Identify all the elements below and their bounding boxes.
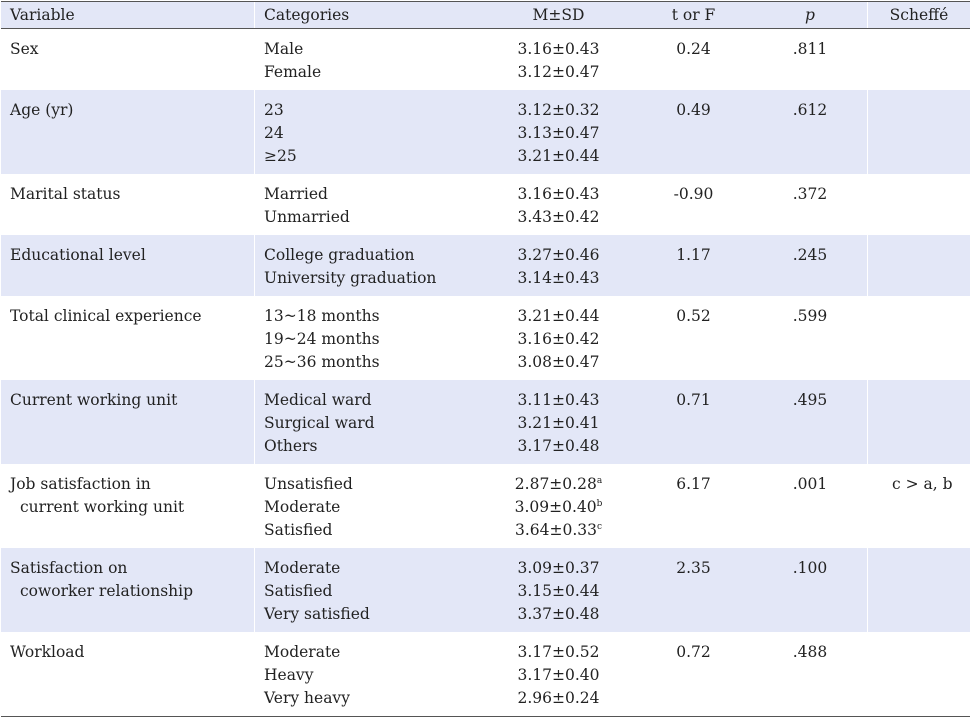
cell-p: .001 xyxy=(792,475,828,493)
cell-variable: Workload xyxy=(10,643,85,661)
cell-p: .612 xyxy=(792,101,828,119)
cell-variable: Age (yr) xyxy=(10,101,74,119)
cell-categories: 13~18 months 19~24 months 25~36 months xyxy=(264,307,380,371)
cell-categories: Medical ward Surgical ward Others xyxy=(264,391,375,455)
header-t-or-f: t or F xyxy=(671,6,716,24)
table-row: Sex Male Female 3.16±0.43 3.12±0.47 0.24 .811 xyxy=(1,29,970,90)
cell-variable: Total clinical experience xyxy=(10,307,202,325)
cell-variable: Satisfaction on coworker relationship xyxy=(10,559,194,600)
cell-msd: 3.09±0.37 3.15±0.44 3.37±0.48 xyxy=(517,559,600,623)
cell-scheffe: c > a, b xyxy=(892,475,953,493)
cell-t-or-f: 0.72 xyxy=(676,643,711,661)
cell-t-or-f: 0.49 xyxy=(676,101,711,119)
cell-p: .372 xyxy=(792,185,828,203)
cell-t-or-f: 2.35 xyxy=(676,559,711,577)
table-row: Age (yr) 23 24 ≥25 3.12±0.32 3.13±0.47 3.21±0.… xyxy=(1,90,970,174)
cell-t-or-f: 6.17 xyxy=(676,475,711,493)
cell-msd: 3.27±0.46 3.14±0.43 xyxy=(517,246,600,287)
table-row: Educational level College graduation Unive… xyxy=(1,235,970,296)
table-row: Job satisfaction in current working unit U… xyxy=(1,464,970,548)
cell-variable: Educational level xyxy=(10,246,146,264)
cell-categories: Moderate Heavy Very heavy xyxy=(264,643,350,707)
cell-t-or-f: 0.71 xyxy=(676,391,711,409)
cell-msd: 3.17±0.52 3.17±0.40 2.96±0.24 xyxy=(517,643,600,707)
cell-variable: Current working unit xyxy=(10,391,178,409)
cell-t-or-f: 0.24 xyxy=(676,40,711,58)
cell-p: .100 xyxy=(792,559,828,577)
header-variable: Variable xyxy=(10,6,75,24)
cell-categories: 23 24 ≥25 xyxy=(264,101,297,165)
table-row: Satisfaction on coworker relationship Mode… xyxy=(1,548,970,632)
header-scheffe: Scheffé xyxy=(889,6,949,24)
cell-msd: 3.12±0.32 3.13±0.47 3.21±0.44 xyxy=(517,101,600,165)
table-row: Marital status Married Unmarried 3.16±0.43 3… xyxy=(1,174,970,235)
cell-variable: Job satisfaction in current working unit xyxy=(10,475,185,516)
cell-p: .495 xyxy=(792,391,828,409)
cell-variable: Sex xyxy=(10,40,39,58)
table-row: Total clinical experience 13~18 months 19~… xyxy=(1,296,970,380)
cell-categories: Moderate Satisfied Very satisfied xyxy=(264,559,370,623)
table-row: Workload Moderate Heavy Very heavy 3.17±0.52… xyxy=(1,632,970,716)
header-categories: Categories xyxy=(264,6,350,24)
table-body: Sex Male Female 3.16±0.43 3.12±0.47 0.24 .811 A… xyxy=(1,29,970,716)
cell-categories: Unsatisfied Moderate Satisfied xyxy=(264,475,353,539)
cell-p: .599 xyxy=(792,307,828,325)
cell-msd: 3.16±0.43 3.43±0.42 xyxy=(517,185,600,226)
header-p: p xyxy=(805,6,815,24)
cell-t-or-f: -0.90 xyxy=(673,185,714,203)
cell-p: .245 xyxy=(792,246,828,264)
header-msd: M±SD xyxy=(532,6,585,24)
cell-variable: Marital status xyxy=(10,185,121,203)
cell-p: .811 xyxy=(792,40,828,58)
cell-msd: 3.16±0.43 3.12±0.47 xyxy=(517,40,600,81)
table-header: Variable Categories M±SD t or F p Scheff… xyxy=(1,1,970,29)
cell-t-or-f: 1.17 xyxy=(676,246,711,264)
cell-msd: 2.87±0.28a 3.09±0.40b 3.64±0.33c xyxy=(514,475,603,539)
cell-msd: 3.11±0.43 3.21±0.41 3.17±0.48 xyxy=(517,391,600,455)
cell-categories: College graduation University graduation xyxy=(264,246,437,287)
table-row: Current working unit Medical ward Surgical… xyxy=(1,380,970,464)
cell-p: .488 xyxy=(792,643,828,661)
cell-categories: Male Female xyxy=(264,40,322,81)
cell-t-or-f: 0.52 xyxy=(676,307,711,325)
cell-msd: 3.21±0.44 3.16±0.42 3.08±0.47 xyxy=(517,307,600,371)
cell-categories: Married Unmarried xyxy=(264,185,350,226)
bottom-rule xyxy=(1,716,970,717)
